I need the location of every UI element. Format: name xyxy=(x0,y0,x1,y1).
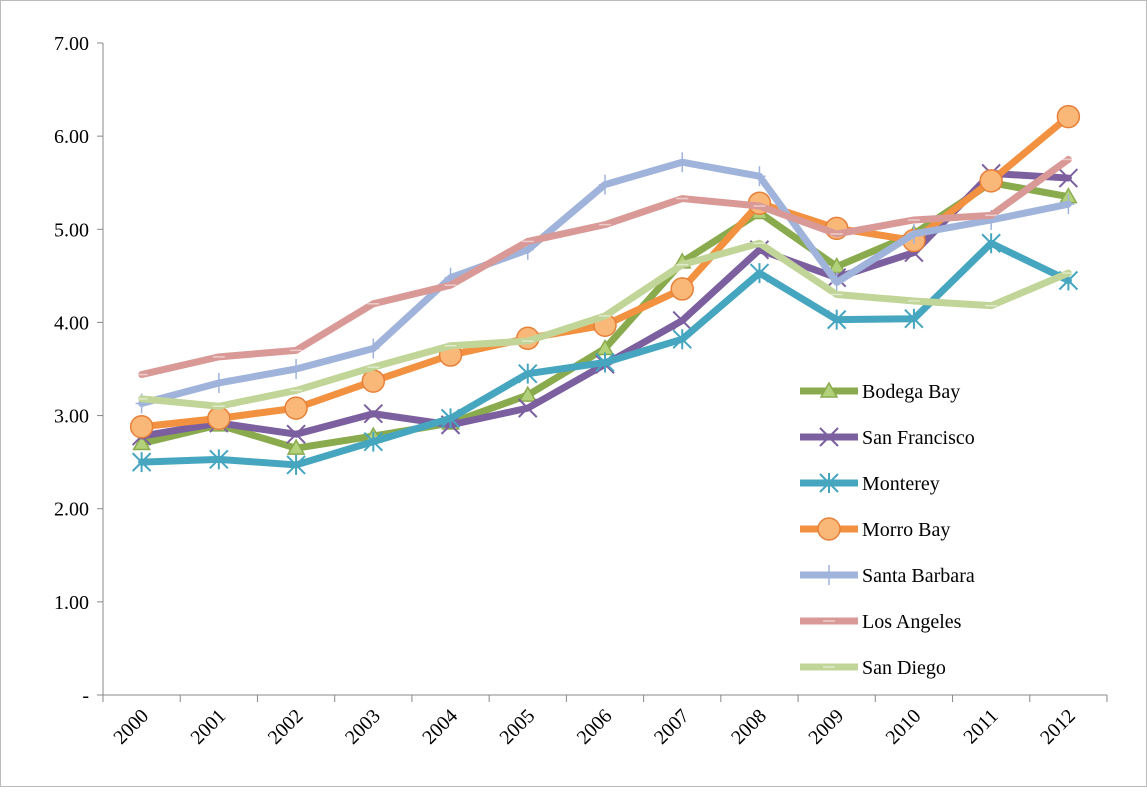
marker xyxy=(440,408,461,429)
marker xyxy=(209,449,229,470)
marker xyxy=(129,414,154,439)
marker xyxy=(1056,104,1081,129)
legend-label: Monterey xyxy=(862,473,940,495)
marker xyxy=(907,223,920,244)
legend-label: Bodega Bay xyxy=(862,381,960,403)
legend-label: Santa Barbara xyxy=(862,565,975,587)
marker xyxy=(286,424,306,444)
marker xyxy=(904,308,924,329)
marker xyxy=(599,174,611,195)
y-tick-label: 7.00 xyxy=(54,33,89,55)
marker xyxy=(207,406,231,431)
marker xyxy=(1058,168,1079,188)
marker xyxy=(367,338,380,359)
series xyxy=(135,239,1075,410)
marker xyxy=(363,404,384,424)
series xyxy=(135,155,1075,379)
marker xyxy=(823,565,835,585)
legend-label: San Francisco xyxy=(862,427,975,449)
marker xyxy=(132,434,151,451)
marker xyxy=(286,438,306,455)
y-tick-label: 4.00 xyxy=(54,312,89,334)
marker xyxy=(826,309,847,330)
marker xyxy=(817,517,841,541)
marker xyxy=(819,427,839,447)
series xyxy=(131,233,1079,475)
y-tick-label: 3.00 xyxy=(54,406,89,428)
marker xyxy=(212,372,225,393)
marker xyxy=(518,385,538,402)
y-tick-label: 2.00 xyxy=(54,499,89,521)
marker xyxy=(518,363,538,384)
legend-label: Morro Bay xyxy=(862,519,950,541)
legend-label: San Diego xyxy=(862,657,946,679)
marker xyxy=(518,398,538,418)
marker xyxy=(363,431,384,452)
marker xyxy=(670,277,694,301)
marker xyxy=(676,152,689,173)
marker xyxy=(819,381,839,398)
y-tick-label: 6.00 xyxy=(54,126,89,148)
y-tick-label: - xyxy=(82,685,89,707)
marker xyxy=(753,166,766,187)
marker xyxy=(131,452,152,473)
y-tick-label: 5.00 xyxy=(54,219,89,241)
marker xyxy=(830,272,843,293)
y-tick-label: 1.00 xyxy=(54,592,89,614)
marker xyxy=(361,369,386,393)
marker xyxy=(1062,194,1075,215)
marker xyxy=(284,396,308,420)
marker xyxy=(290,359,303,379)
marker xyxy=(286,454,306,475)
marker xyxy=(672,329,692,350)
marker xyxy=(749,263,770,284)
marker xyxy=(595,352,615,373)
marker xyxy=(672,310,692,331)
marker xyxy=(979,169,1003,193)
legend-label: Los Angeles xyxy=(862,611,962,633)
marker xyxy=(981,233,1001,254)
marker xyxy=(819,473,839,493)
